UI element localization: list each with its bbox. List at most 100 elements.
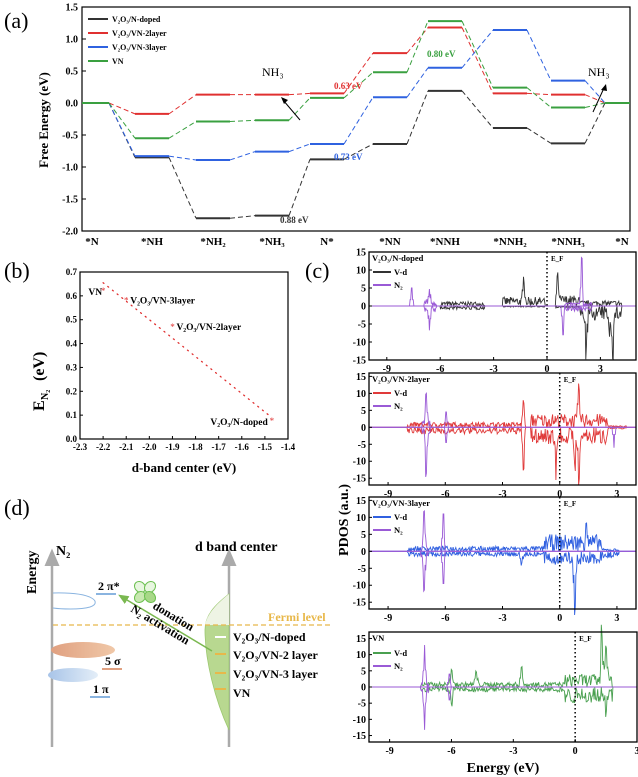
legend-label: N₂ [394,525,403,535]
x-tick-label: -1.9 [165,442,180,452]
pdos-spin-up-N [369,256,636,308]
y-tick-label: 1.0 [66,35,79,46]
transition-dashed-line [168,155,197,161]
transition-dashed-line [526,87,552,108]
transition-dashed-line [406,67,429,98]
x-tick-label: 0 [557,613,562,624]
x-category-label: *NNH [430,236,460,248]
legend-label: V-d [394,388,407,398]
data-point-label: V₂O₃/VN-3layer [130,297,196,307]
y-tick-label: 0.2 [66,386,78,396]
y-tick-label: 15 [356,634,366,645]
nh3-arrow-right [592,87,605,113]
y-tick-label: 10 [356,650,366,661]
x-category-label: N* [320,236,334,248]
level-label-3layer: V₂O₃/VN-3 layer [233,667,319,681]
y-tick-label: 0.4 [66,339,78,349]
transition-dashed-line [229,119,256,123]
x-tick-label: -9 [384,613,392,624]
n2-title: N₂ [56,544,70,559]
x-category-label: *NH₂ [200,236,226,248]
y-tick-label: 0.7 [66,267,78,277]
x-tick-label: -6 [441,489,449,500]
fermi-label: E_F [551,255,563,263]
x-category-label: *NN [379,236,400,248]
panel-label-b: (b) [4,258,30,283]
data-point-label: V₂O₃/N-doped [210,418,268,428]
x-tick-label: -2.1 [119,442,134,452]
fermi-label: E_F [579,635,591,643]
pdos-spin-down-Vd [369,549,636,616]
transition-dashed-line [343,71,374,99]
y-tick-label: 5 [361,406,366,417]
y-tick-label: 15 [356,496,366,507]
x-category-label: *NH₃ [259,236,285,248]
x-tick-label: -3 [498,489,506,500]
x-tick-label: 3 [614,489,619,500]
x-tick-label: -6 [441,613,449,624]
transition-dashed-line [108,102,136,157]
pdos-spin-down-N [369,304,636,336]
pdos-spin-down-Vd [369,304,636,361]
x-tick-label: -9 [383,364,391,375]
y-tick-label: 0 [361,547,366,558]
y-tick-label: 0.5 [66,315,78,325]
y-tick-label: -5 [358,320,366,331]
y-tick-label: 0 [361,683,366,694]
x-tick-label: -6 [447,746,455,757]
pdos-spin-up-N [369,510,636,552]
sigma-label: 5 σ [105,654,121,668]
x-category-label: *NNH₂ [493,236,527,248]
pi-label: 1 π [93,682,109,696]
y-tick-label: 0.3 [66,362,78,372]
arrowhead-icon [281,97,288,104]
transition-dashed-line [168,94,197,115]
annotation-label: 0.73 eV [334,152,363,162]
energy-axis-label: Energy [25,550,40,594]
data-point-label: V₂O₃/VN-2layer [176,323,242,333]
y-tick-label: -10 [353,338,366,349]
x-tick-label: -2.0 [142,442,157,452]
d-band-center-title: d band center [195,540,277,555]
transition-dashed-line [108,102,136,139]
sigma-orbital-shape [51,642,115,658]
pdos-spin-up-Vd [369,522,636,553]
pdos-spin-up-Vd [369,383,636,430]
y-tick-label: 0.6 [66,291,78,301]
panel-d-diagram: Energy N₂ d band center 2 π* 5 σ 1 π Fer… [25,540,332,747]
y-tick-label: -1.0 [62,163,78,174]
pdos-spin-down-Vd [369,425,636,486]
transition-dashed-line [526,92,552,96]
y-tick-label: 15 [356,372,366,383]
legend-label: V₂O₃/VN-3layer [112,43,167,52]
panel-c-pdos-charts: PDOS (a.u.) Energy (eV) V-d N₂ E_F V₂O₃/N-d… [337,248,638,777]
annotation-label: NH₃ [262,65,284,79]
fermi-level-label: Fermi level [268,610,326,624]
transition-dashed-line [461,20,494,88]
transition-dashed-line [343,143,374,160]
fit-line [102,282,273,419]
pi-star-label: 2 π* [98,579,120,593]
pdos-spin-up-N [369,391,636,428]
y-tick-label: -1.5 [62,195,78,206]
panel-b-y-axis-subscript: N₂ [40,390,51,400]
panel-a-free-energy-chart: Free Energy (eV) 1.5 1.0 0.5 0.0 -0.5 -1.0 -1.… [36,3,631,248]
panel-label-c: (c) [305,258,329,283]
transition-dashed-line [526,127,552,144]
y-tick-label: -15 [353,731,366,742]
x-tick-label: 0 [545,364,550,375]
x-tick-label: -1.8 [188,442,203,452]
x-tick-label: -1.6 [235,442,250,452]
x-tick-label: 3 [598,364,603,375]
y-tick-label: 15 [356,248,366,259]
x-category-label: *NNH₃ [551,236,585,248]
y-tick-label: 0.0 [66,434,78,444]
x-tick-label: -9 [384,489,392,500]
x-tick-label: -3 [498,613,506,624]
data-point-star: * [124,296,129,306]
y-tick-label: -15 [353,598,366,609]
level-label-vn: VN [233,686,251,700]
x-tick-label: -3 [509,746,517,757]
annotation-label: 0.63 eV [334,81,363,91]
